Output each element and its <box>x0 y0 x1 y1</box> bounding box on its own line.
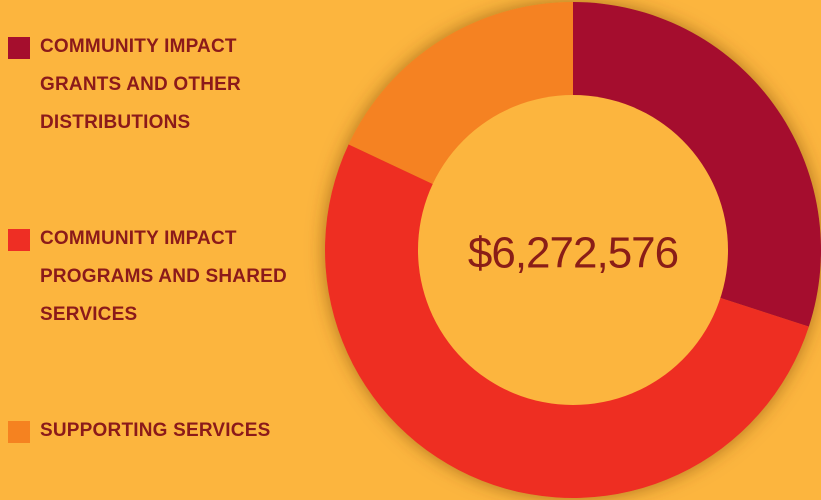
legend-item: COMMUNITY IMPACT GRANTS AND OTHER DISTRI… <box>8 36 294 142</box>
donut-slice <box>348 2 573 187</box>
legend-item: SUPPORTING SERVICES <box>8 420 294 450</box>
legend-label: COMMUNITY IMPACT PROGRAMS AND SHARED SER… <box>40 228 287 325</box>
legend-item: COMMUNITY IMPACT PROGRAMS AND SHARED SER… <box>8 228 294 334</box>
donut-slice <box>324 144 809 499</box>
legend-label: SUPPORTING SERVICES <box>40 420 271 441</box>
donut-hole <box>418 95 728 405</box>
center-label: $6,272,576 <box>468 229 678 278</box>
legend-label: COMMUNITY IMPACT GRANTS AND OTHER DISTRI… <box>40 36 241 133</box>
legend-swatch <box>8 229 30 251</box>
legend-swatch <box>8 37 30 59</box>
legend-swatch <box>8 421 30 443</box>
